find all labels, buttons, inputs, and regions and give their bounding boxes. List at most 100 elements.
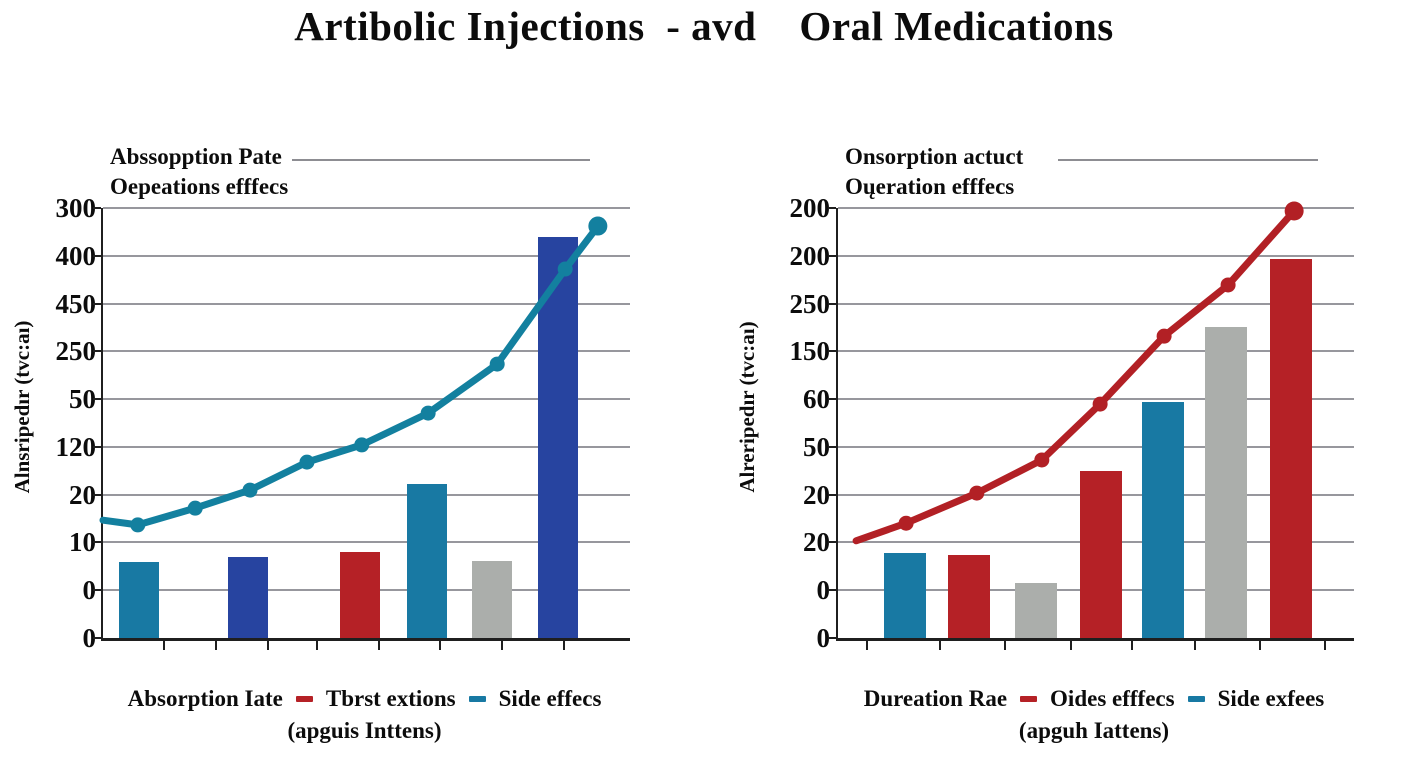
bar-teal: [118, 561, 159, 638]
plot-area: [93, 207, 630, 650]
y-tick-label: 0: [816, 575, 831, 606]
subtitle-line-1: Onsorption actuct: [845, 144, 1024, 169]
y-tick-label: 50: [69, 384, 96, 415]
y-axis-tick: [828, 302, 836, 305]
chart-subtitle: Abssopption Pate Oepeations efffecs: [110, 142, 288, 202]
y-tick-label: 50: [803, 431, 830, 462]
legend-label: Side effecs: [498, 686, 602, 711]
line-point-dot: [1156, 328, 1172, 344]
gridline: [103, 398, 630, 401]
gridline: [103, 541, 630, 544]
y-tick-label: 20: [69, 479, 96, 510]
gridline: [838, 350, 1354, 353]
y-axis-tick: [828, 493, 836, 496]
gridline: [838, 445, 1354, 448]
line-point-dot: [130, 517, 146, 533]
y-axis-tick: [828, 445, 836, 448]
y-axis-tick: [828, 637, 836, 639]
y-tick-label: 450: [55, 288, 97, 319]
subtitle-line-1: Abssopption Pate: [110, 144, 282, 169]
gridline: [103, 254, 630, 257]
x-axis-tick: [500, 641, 503, 650]
x-axis-tick: [315, 641, 318, 650]
chart-panel-right: Onsorption actuct Oųeration efffecs Alre…: [704, 130, 1408, 768]
x-axis-tick: [378, 641, 381, 650]
subtitle-line-2: Oųeration efffecs: [845, 174, 1015, 199]
gridline: [838, 207, 1354, 209]
gridline: [838, 254, 1354, 257]
subtitle-rule: [1058, 159, 1318, 161]
x-axis-tick: [865, 641, 868, 650]
line-point-dot: [242, 482, 258, 498]
y-tick-label: 250: [55, 336, 97, 367]
x-axis-tick: [266, 641, 269, 650]
y-axis-tick: [828, 254, 836, 257]
y-axis-tick: [93, 493, 101, 496]
line-point-dot: [1220, 277, 1236, 293]
gridline: [103, 207, 630, 209]
chart-subtitle: Onsorption actuct Oųeration efffecs: [845, 142, 1023, 202]
legend-swatch-teal: [468, 696, 486, 702]
y-axis-tick: [828, 350, 836, 353]
y-tick-label: 0: [816, 623, 831, 653]
bar-gray: [471, 561, 512, 638]
x-axis-tick: [563, 641, 566, 650]
line-point-dot: [1284, 201, 1304, 221]
subtitle-rule: [292, 159, 590, 161]
bar-teal: [407, 484, 448, 638]
x-axis-tick: [1004, 641, 1007, 650]
bar-teal: [883, 552, 926, 638]
line-point-dot: [354, 437, 370, 453]
legend-label: Tbrst extions: [325, 686, 456, 711]
y-tick-label: 10: [69, 527, 96, 558]
y-axis-tick: [93, 207, 101, 209]
bar-gray: [1014, 582, 1057, 638]
x-axis-tick: [1070, 641, 1073, 650]
y-tick-label: 300: [55, 193, 97, 223]
gridline: [103, 302, 630, 305]
y-tick-label: 120: [55, 431, 97, 462]
trend-line-layer: [99, 216, 608, 533]
legend-label: Side exfees: [1217, 686, 1325, 711]
line-point-dot: [1034, 452, 1050, 468]
chart-title: Artibolic Injections - avd Oral Medicati…: [294, 3, 1114, 49]
bar-blue: [227, 557, 268, 638]
x-axis-tick: [939, 641, 942, 650]
line-point-dot: [898, 515, 914, 531]
y-axis-tick: [828, 398, 836, 401]
legend-subline: (apguis Inttens): [287, 718, 442, 743]
y-axis-tick: [93, 445, 101, 448]
y-axis-tick: [93, 541, 101, 544]
subtitle-line-2: Oepeations efffecs: [110, 174, 289, 199]
line-point-dot: [489, 356, 505, 372]
gridline: [838, 302, 1354, 305]
x-axis-tick: [163, 641, 166, 650]
chart-panel-left: Abssopption Pate Oepeations efffecs Alns…: [0, 130, 704, 768]
legend-label: Oides efffecs: [1050, 686, 1175, 711]
plot-area: [828, 201, 1354, 650]
x-axis-tick: [1194, 641, 1197, 650]
x-axis-tick: [438, 641, 441, 650]
legend-row: Absorption Iate Tbrst extions Side effecs: [101, 686, 628, 712]
line-point-dot: [299, 454, 315, 470]
y-axis-tick: [828, 207, 836, 209]
legend-row: Dureation Rae Oides efffecs Side exfees: [836, 686, 1352, 712]
y-axis-tick: [828, 541, 836, 544]
gridline: [103, 493, 630, 496]
gridline: [103, 350, 630, 353]
line-point-dot: [187, 500, 203, 516]
legend-swatch-teal: [1187, 696, 1205, 702]
legend-axis-label: Absorption Iate: [127, 686, 283, 711]
y-axis-tick: [828, 589, 836, 592]
y-tick-label: 20: [803, 479, 830, 510]
x-axis-tick: [1259, 641, 1262, 650]
trend-line: [99, 222, 602, 529]
bar-red: [340, 552, 381, 638]
bar-teal: [1141, 401, 1184, 638]
line-point-dot: [1092, 396, 1108, 412]
legend-swatch-red: [295, 696, 313, 702]
x-axis-tick: [1131, 641, 1134, 650]
y-axis-tick: [93, 398, 101, 401]
y-tick-label: 0: [82, 623, 97, 653]
